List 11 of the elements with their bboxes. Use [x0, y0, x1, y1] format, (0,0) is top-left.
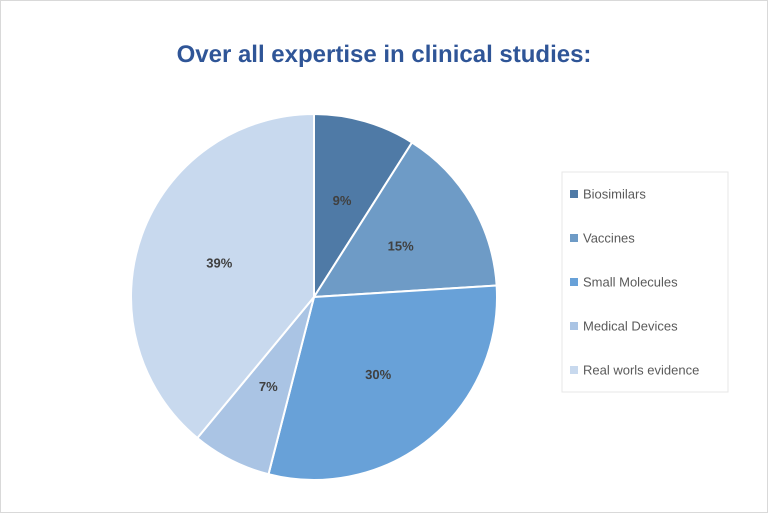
chart-title: Over all expertise in clinical studies: [176, 41, 592, 68]
data-label: 15% [388, 238, 414, 254]
data-label: 7% [258, 379, 278, 394]
data-label: 30% [365, 367, 392, 382]
legend-label: Vaccines [583, 230, 636, 246]
legend-label: Biosimilars [583, 186, 646, 202]
legend-label: Real worls evidence [583, 362, 700, 378]
data-label: 9% [332, 192, 352, 208]
legend-label: Medical Devices [583, 318, 678, 334]
data-label: 39% [206, 255, 233, 270]
legend-label: Small Molecules [583, 274, 678, 290]
